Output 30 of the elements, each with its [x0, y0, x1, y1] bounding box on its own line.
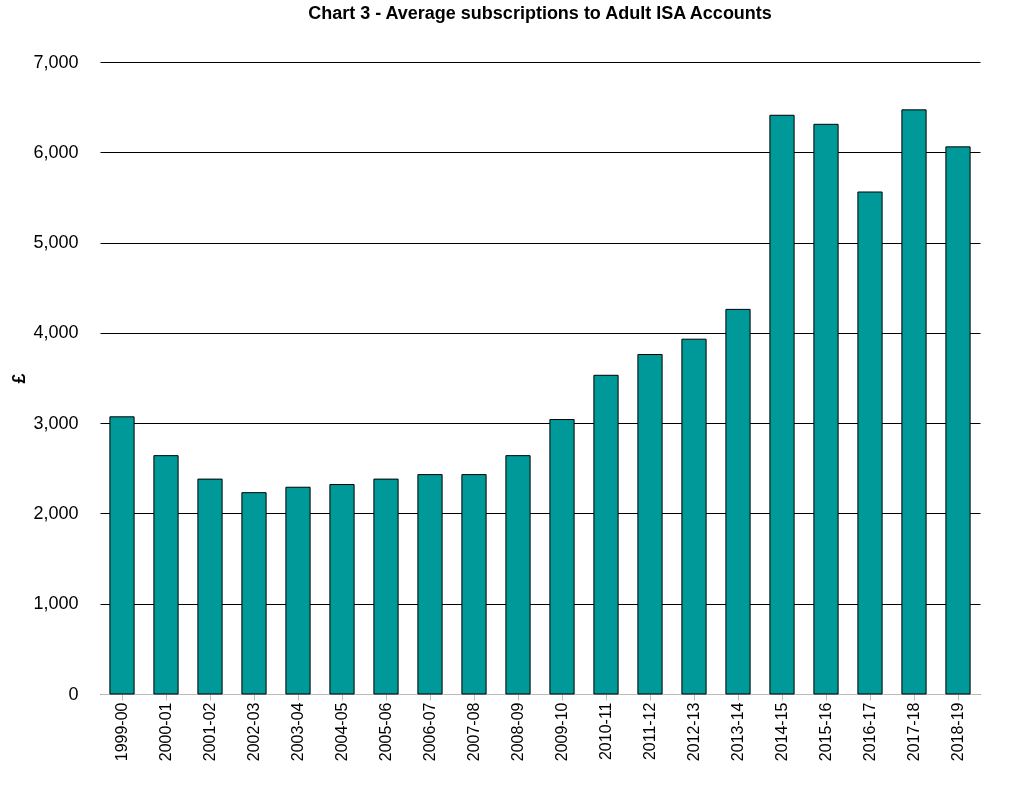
- y-tick-label: 2,000: [33, 502, 79, 523]
- y-tick-label: 3,000: [33, 412, 79, 433]
- y-axis-title: £: [9, 373, 30, 384]
- x-tick-label: 2018-19: [949, 702, 966, 762]
- y-tick-label: 4,000: [33, 322, 79, 343]
- x-tick-label: 1999-00: [113, 702, 130, 762]
- x-tick-label: 2004-05: [333, 702, 350, 762]
- x-tick-label: 2003-04: [289, 702, 306, 762]
- x-tick-label: 2011-12: [641, 702, 658, 761]
- x-tick-label: 2008-09: [509, 702, 526, 762]
- x-tick-label: 2016-17: [861, 702, 878, 762]
- x-tick-label: 2017-18: [905, 702, 922, 762]
- x-tick-label: 2012-13: [685, 702, 702, 762]
- x-tick-label: 2010-11: [597, 702, 614, 761]
- x-tick-label: 2005-06: [377, 702, 394, 762]
- x-tick-label: 2015-16: [817, 702, 834, 762]
- y-tick-label: 1,000: [33, 593, 79, 614]
- x-tick-label: 2006-07: [421, 702, 438, 762]
- y-tick-label: 0: [68, 683, 79, 704]
- x-tick-label: 2013-14: [729, 702, 746, 762]
- y-tick-label: 6,000: [33, 141, 79, 162]
- x-tick-label: 2014-15: [773, 702, 790, 762]
- x-tick-label: 2007-08: [465, 702, 482, 762]
- x-tick-label: 2009-10: [553, 702, 570, 762]
- y-tick-label: 5,000: [33, 232, 79, 253]
- x-tick-label: 2000-01: [157, 702, 174, 762]
- x-tick-label: 2001-02: [201, 702, 218, 762]
- chart-title: Chart 3 - Average subscriptions to Adult ISA Accounts: [308, 3, 772, 23]
- y-tick-label: 7,000: [33, 51, 79, 72]
- x-tick-label: 2002-03: [245, 702, 262, 762]
